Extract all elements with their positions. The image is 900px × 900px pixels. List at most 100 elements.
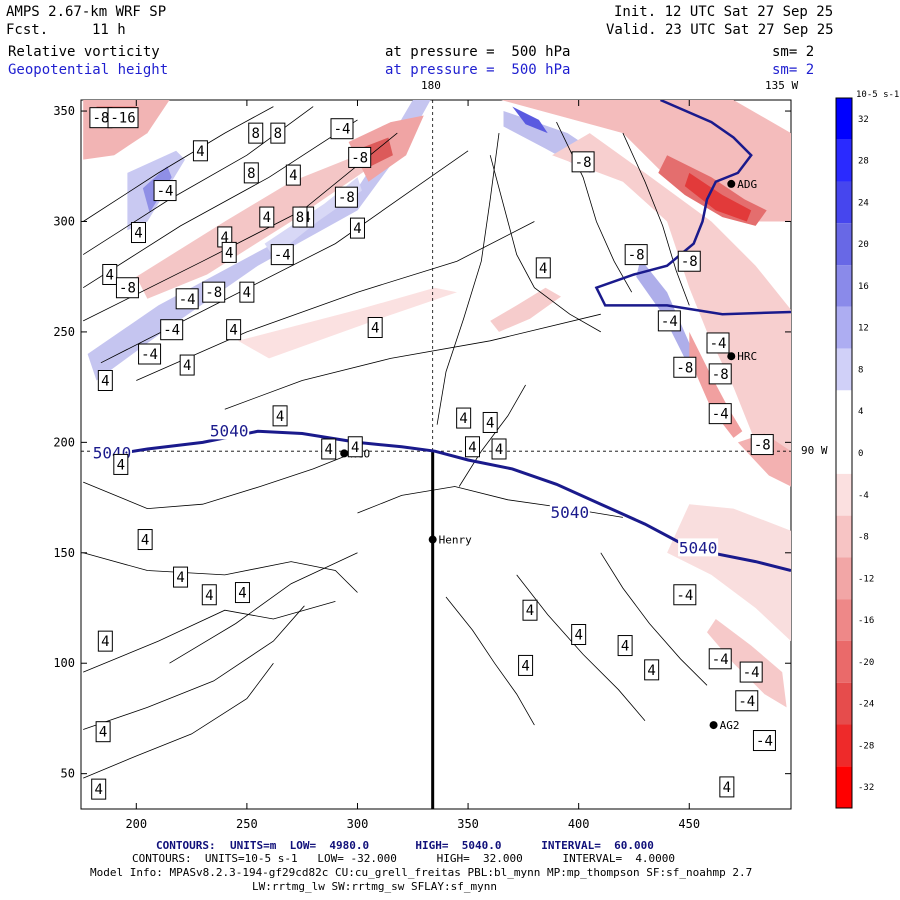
contour-label: 4 [486, 415, 494, 431]
contour-label-box [321, 438, 337, 460]
init-time: Init. 12 UTC Sat 27 Sep 25 [614, 4, 834, 20]
contour-label: 4 [276, 409, 284, 425]
y-tick-label: 200 [53, 435, 75, 449]
contour-label-box [259, 206, 275, 228]
contour-label: -4 [163, 323, 180, 339]
contour-label-box [752, 730, 776, 752]
vorticity-contour [458, 384, 526, 487]
contour-label-box [334, 186, 358, 208]
contour-label: 4 [621, 639, 629, 655]
contour-label-box [97, 370, 113, 392]
x-tick-label: 450 [678, 817, 700, 831]
contour-label: -4 [274, 248, 291, 264]
vorticity-band [238, 287, 457, 359]
contour-label-box [292, 206, 308, 228]
contour-label-box [673, 584, 697, 606]
contour-label-box [482, 411, 498, 433]
contour-label-box [137, 529, 153, 551]
y-tick-label: 350 [53, 104, 75, 118]
colorbar-swatch [836, 473, 852, 516]
colorbar-label: -12 [858, 574, 874, 584]
contour-label: 4 [229, 323, 237, 339]
colorbar-swatch [836, 640, 852, 683]
contour-label: 4 [574, 628, 582, 644]
contour-label: -8 [119, 281, 136, 297]
colorbar-label: -20 [858, 658, 874, 668]
contour-label: -8 [205, 285, 222, 301]
contour-label-box [202, 281, 226, 303]
contour-label: 4 [99, 725, 107, 741]
field1-name: Relative vorticity [8, 44, 160, 60]
colorbar-swatch [836, 432, 852, 474]
contour-label: 4 [647, 663, 655, 679]
contour-label-box [97, 630, 113, 652]
contour-label-box [239, 281, 255, 303]
contour-label-box [348, 146, 372, 168]
field2-name: Geopotential height [8, 62, 169, 78]
field1-level: at pressure = 500 hPa [385, 44, 571, 60]
contour-label: 4 [196, 144, 204, 160]
forecast-value: 11 h [92, 22, 126, 38]
contour-label: -8 [681, 254, 698, 270]
x-tick-label: 200 [125, 817, 147, 831]
contour-label-box [456, 407, 472, 429]
colorbar-swatch [836, 98, 852, 140]
contour-label: 4 [205, 588, 213, 604]
contour-label-box [115, 277, 139, 299]
contour-label-box [113, 453, 129, 475]
height-label-bg [549, 503, 590, 522]
contour-label: 4 [371, 320, 379, 336]
vorticity-contour [622, 132, 690, 306]
contour-label-box [518, 654, 534, 676]
vorticity-contour [83, 601, 336, 673]
height-label: 5040 [551, 503, 590, 522]
contour-label: 8 [274, 126, 282, 142]
contour-labels: -8-1688-44-884-4-8448444-444-8-4-84-444-… [89, 107, 776, 800]
colorbar-label: -8 [858, 533, 869, 543]
footer-contours-vorticity: CONTOURS: UNITS=10-5 s-1 LOW= -32.000 HI… [132, 852, 676, 865]
contour-label-box [706, 332, 730, 354]
contour-label: 4 [289, 168, 297, 184]
valid-time: Valid. 23 UTC Sat 27 Sep 25 [606, 22, 834, 38]
colorbar-unit: 10-5 s-1 [856, 90, 899, 100]
contour-label: 8 [252, 126, 260, 142]
station-label: Henry [439, 534, 472, 547]
colorbar-swatch [836, 599, 852, 641]
vorticity-contour [83, 132, 398, 322]
contour-label-box [750, 434, 774, 456]
contour-label-box [464, 436, 480, 458]
vorticity-contour [224, 313, 601, 410]
vorticity-contour [445, 596, 535, 726]
vorticity-band [684, 172, 752, 222]
contour-label: 8 [247, 166, 255, 182]
colorbar-swatch [836, 348, 852, 391]
x-tick-label: 350 [457, 817, 479, 831]
contour-label-box [270, 122, 286, 144]
contour-label-box [330, 118, 354, 140]
vorticity-contour [83, 552, 358, 593]
contour-label-box [91, 778, 107, 800]
contour-label: 4 [225, 245, 233, 261]
contour-label: 4 [183, 358, 191, 374]
contour-label-box [160, 319, 184, 341]
contour-label: -4 [141, 347, 158, 363]
contour-label-box [138, 343, 162, 365]
height-label: 5040 [210, 421, 249, 440]
axes: 200 250 300 350 400 450 50 100 150 200 250 300 350 [53, 100, 791, 831]
contour-label: -4 [712, 652, 729, 668]
colorbar-swatch [836, 306, 852, 349]
contour-label-box [153, 180, 177, 202]
contour-label-box [192, 140, 208, 162]
contour-label-box [708, 648, 732, 670]
vorticity-contour [83, 662, 274, 779]
contour-label: 4 [526, 603, 534, 619]
colorbar-swatch [836, 557, 852, 600]
vorticity-contour [83, 605, 305, 730]
colorbar-swatch [836, 139, 852, 182]
station-dot [428, 535, 437, 544]
contour-label: 4 [459, 411, 467, 427]
colorbar-swatch [836, 265, 852, 307]
contour-label: 4 [176, 570, 184, 586]
